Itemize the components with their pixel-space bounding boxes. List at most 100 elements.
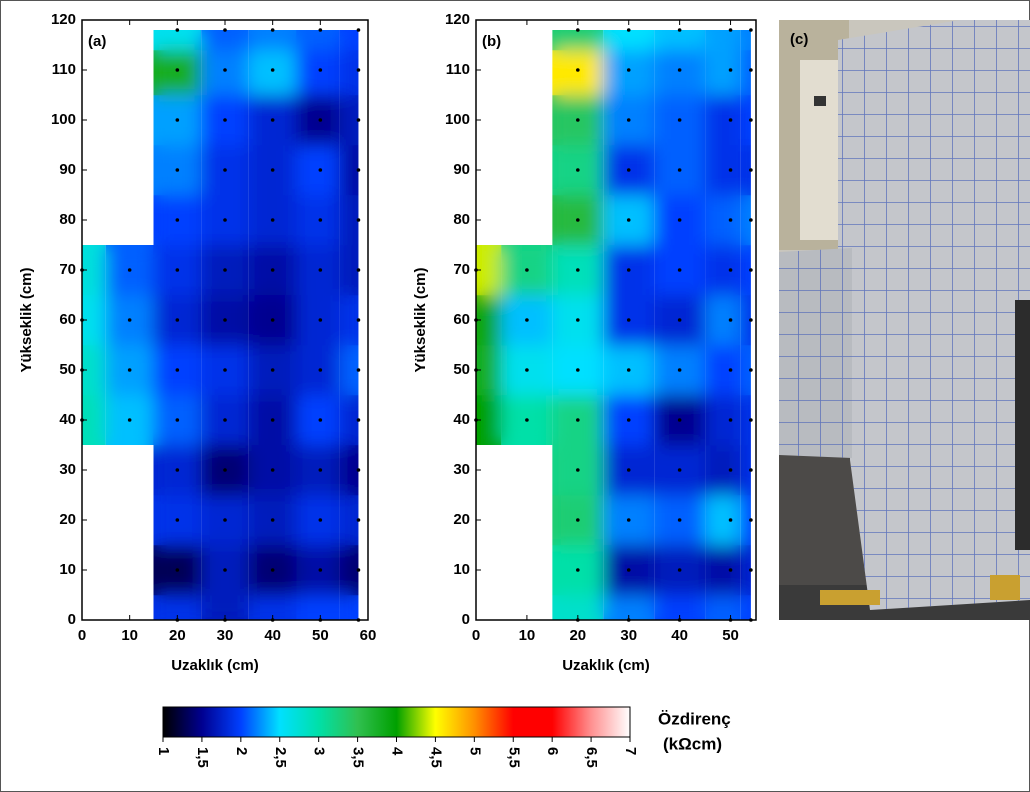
measurement-point xyxy=(356,218,361,222)
measurement-point xyxy=(677,28,682,32)
x-tick-label: 30 xyxy=(620,627,637,644)
measurement-point xyxy=(728,168,733,172)
measurement-point xyxy=(223,518,227,522)
measurement-point xyxy=(626,28,631,32)
colorbar-tick-label: 1 xyxy=(155,747,172,755)
measurement-point xyxy=(175,468,180,472)
measurement-point xyxy=(175,168,180,172)
y-tick-label: 60 xyxy=(453,311,470,328)
measurement-point xyxy=(626,568,631,572)
measurement-point xyxy=(749,568,753,572)
colorbar-title: Özdirenç xyxy=(658,709,731,728)
y-tick-label: 70 xyxy=(59,261,76,278)
measurement-point xyxy=(223,118,227,122)
measurement-point xyxy=(356,28,361,32)
measurement-point xyxy=(223,28,227,32)
measurement-point xyxy=(749,28,753,32)
measurement-point xyxy=(318,518,323,522)
measurement-point xyxy=(356,368,361,372)
y-tick-label: 80 xyxy=(59,211,76,228)
measurement-point xyxy=(677,418,682,422)
measurement-point xyxy=(223,68,227,72)
measurement-point xyxy=(223,318,227,322)
measurement-point xyxy=(677,368,682,372)
colorbar-tick-label: 3,5 xyxy=(350,747,367,768)
measurement-point xyxy=(356,518,361,522)
measurement-point xyxy=(728,118,733,122)
measurement-point xyxy=(318,268,323,272)
measurement-point xyxy=(525,268,529,272)
measurement-point xyxy=(175,518,180,522)
measurement-point xyxy=(626,168,631,172)
measurement-point xyxy=(356,68,361,72)
y-tick-label: 80 xyxy=(453,211,470,228)
measurement-point xyxy=(356,318,361,322)
y-tick-label: 20 xyxy=(453,511,470,528)
measurement-point xyxy=(270,568,275,572)
y-axis-label: Yükseklik (cm) xyxy=(18,267,35,372)
measurement-point xyxy=(626,368,631,372)
y-tick-label: 120 xyxy=(51,11,76,28)
colorbar-tick-label: 4 xyxy=(389,747,406,756)
measurement-point xyxy=(749,168,753,172)
measurement-point xyxy=(728,268,733,272)
measurement-point xyxy=(576,468,580,472)
colorbar-tick-label: 2,5 xyxy=(272,747,289,768)
measurement-point xyxy=(127,368,132,372)
measurement-point xyxy=(728,28,733,32)
measurement-point xyxy=(576,268,580,272)
measurement-point xyxy=(175,568,180,572)
measurement-point xyxy=(175,68,180,72)
colorbar-tick-label: 4,5 xyxy=(427,747,444,768)
photo: (c) xyxy=(779,20,1030,620)
colorbar-tick-label: 3 xyxy=(311,747,328,755)
measurement-point xyxy=(270,118,275,122)
measurement-point xyxy=(626,68,631,72)
colorbar-tick-label: 2 xyxy=(233,747,250,755)
colorbar-unit: (kΩcm) xyxy=(663,734,722,753)
panel-label: (c) xyxy=(790,31,808,48)
measurement-point xyxy=(223,168,227,172)
y-tick-label: 10 xyxy=(59,561,76,578)
colorbar-tick-label: 6 xyxy=(544,747,561,755)
x-axis-label: Uzaklık (cm) xyxy=(562,657,650,674)
measurement-point xyxy=(127,268,132,272)
x-tick-label: 0 xyxy=(78,627,86,644)
measurement-point xyxy=(270,518,275,522)
measurement-point xyxy=(318,28,323,32)
y-tick-label: 10 xyxy=(453,561,470,578)
measurement-point xyxy=(270,218,275,222)
measurement-point xyxy=(749,518,753,522)
y-tick-label: 20 xyxy=(59,511,76,528)
y-tick-label: 0 xyxy=(68,611,76,628)
measurement-point xyxy=(318,68,323,72)
measurement-point xyxy=(677,518,682,522)
measurement-point xyxy=(318,318,323,322)
measurement-point xyxy=(677,268,682,272)
measurement-point xyxy=(576,568,580,572)
measurement-point xyxy=(576,68,580,72)
measurement-point xyxy=(270,268,275,272)
measurement-point xyxy=(318,218,323,222)
measurement-point xyxy=(728,468,733,472)
measurement-point xyxy=(677,218,682,222)
measurement-point xyxy=(677,318,682,322)
measurement-point xyxy=(576,28,580,32)
measurement-point xyxy=(626,218,631,222)
measurement-point xyxy=(270,168,275,172)
y-tick-label: 90 xyxy=(59,161,76,178)
y-tick-label: 40 xyxy=(453,411,470,428)
measurement-point xyxy=(677,68,682,72)
measurement-point xyxy=(318,168,323,172)
colorbar-tick-label: 6,5 xyxy=(583,747,600,768)
measurement-point xyxy=(356,168,361,172)
measurement-point xyxy=(223,368,227,372)
colorbar-tick-label: 5 xyxy=(466,747,483,755)
x-tick-label: 10 xyxy=(519,627,536,644)
measurement-point xyxy=(175,418,180,422)
measurement-point xyxy=(127,418,132,422)
measurement-point xyxy=(356,468,361,472)
measurement-point xyxy=(175,28,180,32)
measurement-point xyxy=(318,118,323,122)
